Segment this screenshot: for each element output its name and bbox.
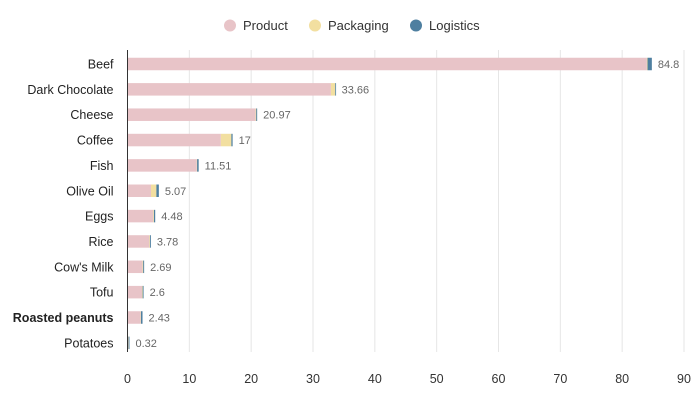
- value-label-coffee: 17: [239, 135, 251, 147]
- x-tick-label-70: 70: [553, 372, 567, 386]
- x-tick-label-50: 50: [430, 372, 444, 386]
- legend-swatch-logistics: [410, 19, 422, 32]
- bar-segment-rice-product: [127, 235, 150, 248]
- legend-swatch-product: [224, 19, 236, 32]
- bar-segment-rice-packaging: [149, 235, 151, 248]
- bar-segment-olive-oil-product: [127, 184, 151, 197]
- bar-segment-olive-oil-packaging: [150, 184, 157, 197]
- category-label-fish: Fish: [90, 159, 114, 173]
- bar-segment-cheese-product: [127, 108, 256, 121]
- bar-segment-dark-chocolate-logistics: [335, 83, 337, 96]
- bar-segment-fish-product: [127, 159, 197, 172]
- category-label-dark-chocolate: Dark Chocolate: [27, 83, 113, 97]
- bar-segment-coffee-logistics: [231, 133, 233, 147]
- x-tick-label-40: 40: [368, 372, 382, 386]
- bar-segment-beef-logistics: [647, 57, 652, 71]
- legend-label-logistics: Logistics: [429, 18, 480, 33]
- bar-segment-tofu-packaging: [142, 285, 143, 299]
- legend-label-product: Product: [243, 18, 288, 33]
- bar-segment-beef-product: [127, 57, 647, 71]
- bar-segment-coffee-packaging: [220, 133, 232, 147]
- bar-segment-roasted-peanuts-logistics: [140, 311, 143, 324]
- bar-segment-cow-s-milk-logistics: [143, 260, 145, 274]
- bar-segment-eggs-product: [127, 209, 154, 223]
- value-labels: 84.8 33.66 20.97 17 11.51 5.07 4.48 3.78 2.69 2.6…: [135, 59, 679, 350]
- bar-segment-potatoes-logistics: [128, 336, 130, 350]
- bar-segment-cheese-logistics: [256, 108, 258, 121]
- value-label-cheese: 20.97: [263, 110, 291, 122]
- legend-swatch-packaging: [309, 19, 321, 32]
- x-axis-ticks: 0 10 20 30 40 50 60 70 80 90: [124, 372, 691, 386]
- category-label-eggs: Eggs: [85, 210, 114, 224]
- value-label-cow-s-milk: 2.69: [150, 262, 171, 274]
- x-tick-label-0: 0: [124, 372, 131, 386]
- category-label-coffee: Coffee: [77, 134, 114, 148]
- bar-segment-olive-oil-logistics: [156, 184, 159, 197]
- bar-segment-dark-chocolate-product: [127, 83, 331, 96]
- x-tick-label-30: 30: [306, 372, 320, 386]
- bar-segment-cow-s-milk-packaging: [142, 260, 144, 274]
- x-tick-label-10: 10: [182, 372, 196, 386]
- legend-label-packaging: Packaging: [328, 18, 389, 33]
- x-tick-label-20: 20: [244, 372, 258, 386]
- category-label-tofu: Tofu: [90, 286, 114, 300]
- grid: [188, 50, 685, 352]
- value-label-tofu: 2.6: [150, 287, 165, 299]
- x-tick-label-60: 60: [492, 372, 506, 386]
- value-label-olive-oil: 5.07: [165, 186, 186, 198]
- bar-segment-eggs-logistics: [153, 209, 156, 223]
- legend: Product Packaging Logistics: [224, 18, 480, 33]
- value-label-dark-chocolate: 33.66: [342, 84, 370, 96]
- category-label-roasted-peanuts: Roasted peanuts: [13, 311, 114, 325]
- bar-segment-beef-packaging: [646, 57, 648, 71]
- bar-segment-rice-logistics: [149, 235, 151, 248]
- category-label-cheese: Cheese: [70, 108, 113, 122]
- value-label-roasted-peanuts: 2.43: [149, 313, 170, 325]
- category-label-potatoes: Potatoes: [64, 336, 113, 350]
- value-label-rice: 3.78: [157, 236, 178, 248]
- bar-segment-fish-logistics: [197, 159, 199, 172]
- category-label-rice: Rice: [88, 235, 113, 249]
- category-labels: Beef Dark Chocolate Cheese Coffee Fish Olive …: [13, 58, 114, 351]
- value-label-potatoes: 0.32: [135, 338, 156, 350]
- category-label-cow-s-milk: Cow's Milk: [54, 260, 114, 274]
- value-label-beef: 84.8: [658, 59, 679, 71]
- x-tick-label-80: 80: [615, 372, 629, 386]
- bar-segment-coffee-product: [127, 133, 221, 147]
- bar-segment-eggs-packaging: [153, 209, 155, 223]
- bar-segment-tofu-product: [127, 285, 143, 299]
- value-label-eggs: 4.48: [161, 211, 182, 223]
- x-tick-label-90: 90: [677, 372, 691, 386]
- bars: [127, 57, 652, 350]
- bar-segment-dark-chocolate-packaging: [330, 83, 336, 96]
- bar-segment-roasted-peanuts-product: [127, 311, 141, 324]
- bar-segment-tofu-logistics: [142, 285, 144, 299]
- bar-segment-cheese-packaging: [255, 108, 257, 121]
- bar-segment-cow-s-milk-product: [127, 260, 143, 274]
- category-label-beef: Beef: [88, 58, 114, 72]
- value-label-fish: 11.51: [205, 160, 232, 172]
- category-label-olive-oil: Olive Oil: [66, 184, 113, 198]
